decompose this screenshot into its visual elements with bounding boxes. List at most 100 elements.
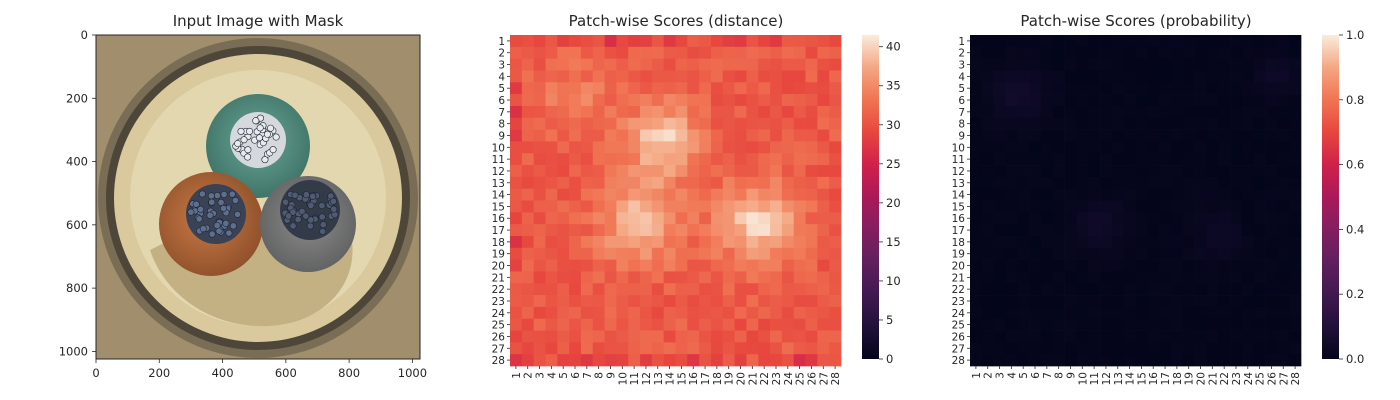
probability-cell xyxy=(1147,176,1160,190)
probability-cell xyxy=(1230,271,1243,284)
distance-cell xyxy=(817,354,830,367)
row-tick-label: 18 xyxy=(952,237,965,249)
row-tick-label: 24 xyxy=(492,308,506,320)
probability-cell xyxy=(1230,70,1243,83)
probability-cell xyxy=(970,259,983,272)
probability-cell xyxy=(1159,58,1172,71)
distance-cell xyxy=(557,283,570,296)
distance-cell xyxy=(675,70,688,83)
probability-cell xyxy=(970,330,983,343)
row-tick-label: 4 xyxy=(498,71,505,83)
row-tick-label: 10 xyxy=(952,142,965,154)
image-x-tick-label: 400 xyxy=(212,366,234,380)
distance-cell xyxy=(651,259,665,272)
distance-cell xyxy=(663,117,676,130)
probability-cell xyxy=(1289,141,1302,154)
distance-cell xyxy=(628,58,641,71)
probability-cell xyxy=(1123,82,1136,95)
probability-cell xyxy=(1265,354,1278,367)
distance-cell xyxy=(793,94,806,107)
probability-cell xyxy=(1064,105,1077,119)
distance-cell xyxy=(533,354,546,367)
distance-cell xyxy=(781,70,795,83)
probability-cell xyxy=(1182,165,1195,178)
distance-cell xyxy=(533,153,546,166)
probability-cell xyxy=(1182,105,1195,119)
probability-cell xyxy=(1218,259,1231,272)
probability-cell xyxy=(1064,283,1077,296)
distance-cell xyxy=(663,283,676,296)
distance-cell xyxy=(569,141,582,154)
distance-cell xyxy=(699,165,712,178)
probability-cell xyxy=(970,188,983,201)
probability-cell xyxy=(1100,35,1113,48)
distance-cell xyxy=(687,70,700,83)
probability-cell xyxy=(1253,70,1266,83)
probability-cell xyxy=(1289,212,1302,225)
probability-cell xyxy=(993,306,1006,320)
probability-cell xyxy=(981,70,994,83)
probability-cell xyxy=(1029,94,1042,107)
distance-cell xyxy=(580,176,594,190)
probability-cell xyxy=(993,283,1006,296)
distance-cell xyxy=(557,330,570,343)
probability-cell xyxy=(1206,318,1219,331)
distance-cell xyxy=(604,129,617,142)
distance-cell xyxy=(793,46,806,59)
distance-cell xyxy=(699,212,712,225)
distance-cell xyxy=(628,117,641,130)
probability-cell xyxy=(1064,188,1077,201)
probability-cell xyxy=(1076,295,1089,308)
distance-cell xyxy=(781,247,795,260)
distance-cell xyxy=(793,259,806,272)
probability-cell xyxy=(1135,94,1148,107)
distance-cell xyxy=(805,200,818,213)
probability-cell xyxy=(993,165,1006,178)
colorbar-tick-label: 0.6 xyxy=(1346,158,1364,172)
distance-cell xyxy=(687,105,700,119)
distance-cell xyxy=(663,94,676,107)
distance-cell xyxy=(604,35,617,48)
col-tick-label: 10 xyxy=(617,372,629,385)
probability-cell xyxy=(1029,295,1042,308)
probability-cell xyxy=(1277,129,1290,142)
colorbar-tick-label: 5 xyxy=(886,313,893,327)
distance-cell xyxy=(651,153,665,166)
distance-cell xyxy=(521,200,534,213)
probability-cell xyxy=(1277,330,1290,343)
probability-cell xyxy=(1040,295,1054,308)
distance-cell xyxy=(710,117,724,130)
probability-cell xyxy=(1289,82,1302,95)
distance-cell xyxy=(557,318,570,331)
distance-cell xyxy=(734,295,747,308)
probability-cell xyxy=(1111,235,1125,249)
distance-cell xyxy=(604,165,617,178)
distance-cell xyxy=(722,70,735,83)
distance-cell xyxy=(770,58,783,71)
probability-cell xyxy=(981,259,994,272)
probability-cell xyxy=(1123,259,1136,272)
distance-cell xyxy=(722,58,735,71)
distance-cell xyxy=(781,58,795,71)
distance-cell xyxy=(829,271,842,284)
probability-cell xyxy=(1230,117,1243,130)
probability-cell xyxy=(970,117,983,130)
probability-cell xyxy=(1064,200,1077,213)
probability-cell xyxy=(1135,153,1148,166)
distance-cell xyxy=(734,283,747,296)
probability-cell xyxy=(1253,117,1266,130)
distance-cell xyxy=(770,176,783,190)
distance-cell xyxy=(699,271,712,284)
distance-cell xyxy=(781,295,795,308)
distance-cell xyxy=(675,306,688,320)
probability-cell xyxy=(1135,35,1148,48)
probability-cell xyxy=(1029,46,1042,59)
distance-cell xyxy=(640,271,653,284)
probability-cell xyxy=(1088,188,1101,201)
distance-cell xyxy=(604,105,617,119)
distance-cell xyxy=(569,295,582,308)
distance-cell xyxy=(628,188,641,201)
probability-cell xyxy=(1253,283,1266,296)
distance-cell xyxy=(829,354,842,367)
distance-cell xyxy=(557,235,570,249)
